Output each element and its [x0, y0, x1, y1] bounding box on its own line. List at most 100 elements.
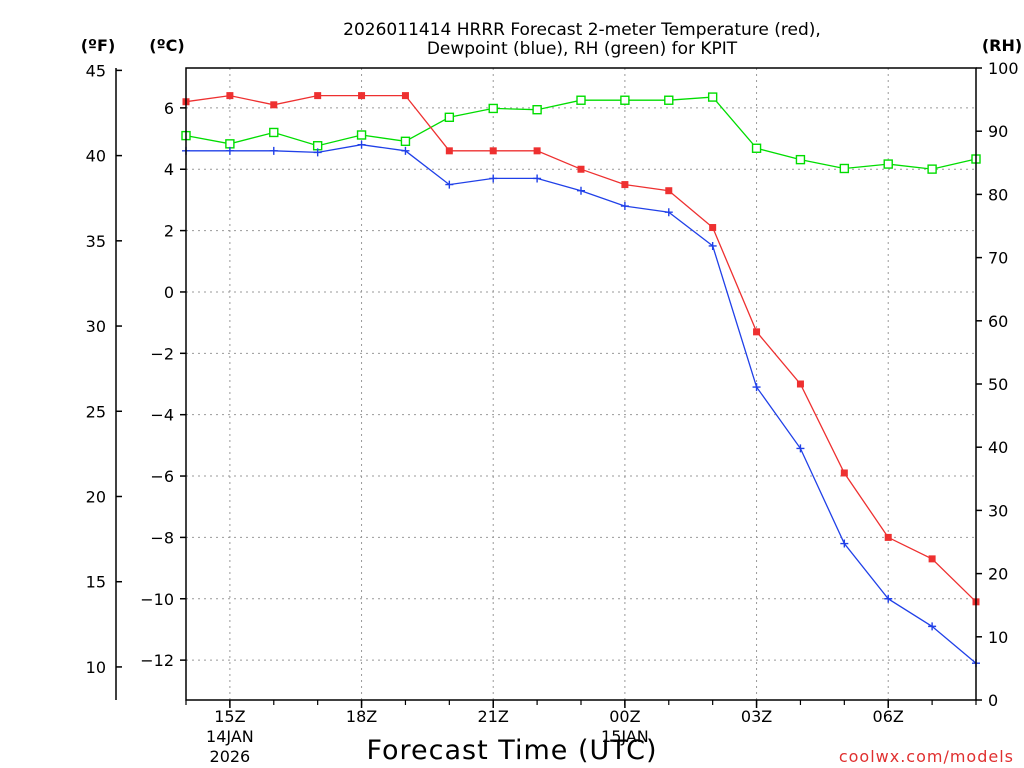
x-tick-year-label: 2026	[210, 747, 251, 766]
celsius-unit-label: (ºC)	[149, 36, 184, 55]
rh-point	[269, 127, 279, 138]
rh-tick-label: 60	[988, 312, 1008, 331]
temperature-point	[753, 328, 761, 336]
rh-tick-label: 70	[988, 249, 1008, 268]
temperature-point	[270, 101, 278, 109]
temperature-point	[709, 224, 717, 232]
temperature-point	[358, 92, 366, 100]
rh-point	[751, 143, 762, 153]
rh-point	[839, 163, 850, 174]
chart-title-line1: 2026011414 HRRR Forecast 2-meter Tempera…	[343, 20, 821, 40]
rh-point	[927, 164, 937, 174]
plot-frame	[185, 67, 977, 701]
temperature-point	[928, 555, 936, 563]
rh-point	[444, 112, 455, 122]
rh-point	[532, 105, 542, 115]
fahrenheit-tick-label: 25	[86, 402, 106, 421]
temperature-point	[226, 92, 234, 100]
rh-unit-label: (RH)	[982, 36, 1022, 55]
celsius-tick-label: 2	[164, 222, 174, 241]
fahrenheit-tick-label: 35	[86, 232, 106, 251]
celsius-tick-label: −2	[150, 344, 174, 363]
rh-point	[620, 95, 630, 105]
dewpoint-point	[884, 594, 893, 603]
celsius-tick-label: −8	[150, 528, 174, 547]
dewpoint-point	[664, 208, 673, 217]
x-tick-label: 21Z	[478, 707, 509, 726]
fahrenheit-tick-label: 40	[86, 147, 106, 166]
dewpoint-point	[708, 241, 717, 250]
x-tick-date-label: 14JAN	[206, 727, 254, 746]
rh-point	[400, 136, 411, 147]
rh-tick-label: 0	[988, 691, 998, 710]
rh-tick-label: 80	[988, 185, 1008, 204]
rh-point	[664, 95, 674, 105]
dewpoint-point	[357, 140, 366, 149]
fahrenheit-tick-label: 20	[86, 487, 106, 506]
dewpoint-point	[577, 186, 585, 195]
x-tick-label: 15Z	[214, 707, 245, 726]
credit-text: coolwx.com/models	[839, 747, 1014, 766]
celsius-tick-label: 4	[164, 160, 174, 179]
rh-point	[707, 92, 718, 102]
fahrenheit-unit-label: (ºF)	[81, 36, 116, 55]
dewpoint-point	[489, 174, 498, 183]
rh-point	[225, 139, 235, 149]
rh-point	[883, 159, 893, 169]
fahrenheit-tick-label: 15	[86, 573, 106, 592]
temperature-point	[665, 187, 673, 195]
dewpoint-point	[752, 383, 761, 392]
dewpoint-point	[620, 202, 629, 211]
rh-point	[576, 95, 586, 105]
x-tick-label: 18Z	[346, 707, 377, 726]
temperature-point	[445, 147, 453, 155]
celsius-tick-label: −4	[150, 406, 174, 425]
rh-line	[185, 96, 977, 170]
rh-tick-label: 50	[988, 375, 1008, 394]
fahrenheit-tick-label: 45	[86, 61, 106, 80]
dewpoint-point	[269, 146, 278, 155]
celsius-tick-label: −6	[150, 467, 174, 486]
temperature-point	[533, 147, 541, 155]
rh-tick-label: 90	[988, 122, 1008, 141]
dewpoint-point	[313, 148, 322, 157]
x-tick-label: 06Z	[873, 707, 904, 726]
rh-tick-label: 20	[988, 565, 1008, 584]
temperature-point	[621, 181, 629, 189]
gridlines	[186, 68, 976, 700]
temperature-point	[489, 147, 497, 155]
x-axis-title: Forecast Time (UTC)	[366, 735, 657, 766]
axes: 6420−2−4−6−8−10−124540353025201510100908…	[86, 59, 1019, 766]
dewpoint-point	[445, 180, 454, 189]
chart-title-line2: Dewpoint (blue), RH (green) for KPIT	[427, 39, 738, 59]
celsius-tick-label: −12	[140, 651, 174, 670]
x-tick-date-label: 15JAN	[601, 727, 649, 746]
temperature-point	[796, 380, 804, 388]
dewpoint-line	[186, 144, 977, 664]
temperature-point	[314, 92, 322, 100]
rh-tick-label: 10	[988, 628, 1008, 647]
rh-tick-label: 30	[988, 501, 1008, 520]
series	[181, 92, 981, 668]
rh-point	[488, 103, 498, 114]
temperature-point	[840, 469, 848, 477]
dewpoint-point	[225, 146, 234, 155]
rh-tick-label: 100	[988, 59, 1019, 78]
x-tick-label: 03Z	[741, 707, 772, 726]
temperature-point	[884, 533, 892, 541]
dewpoint-point	[796, 444, 805, 453]
dewpoint-point	[401, 146, 410, 155]
dewpoint-point	[533, 174, 542, 183]
rh-tick-label: 40	[988, 438, 1008, 457]
fahrenheit-tick-label: 30	[86, 317, 106, 336]
temperature-point	[401, 92, 409, 100]
x-tick-label: 00Z	[609, 707, 640, 726]
fahrenheit-tick-label: 10	[86, 658, 106, 677]
temperature-point	[577, 165, 585, 173]
dewpoint-point	[840, 539, 849, 548]
celsius-tick-label: 6	[164, 99, 174, 118]
celsius-tick-label: 0	[164, 283, 174, 302]
rh-point	[356, 130, 367, 140]
rh-point	[795, 154, 806, 165]
